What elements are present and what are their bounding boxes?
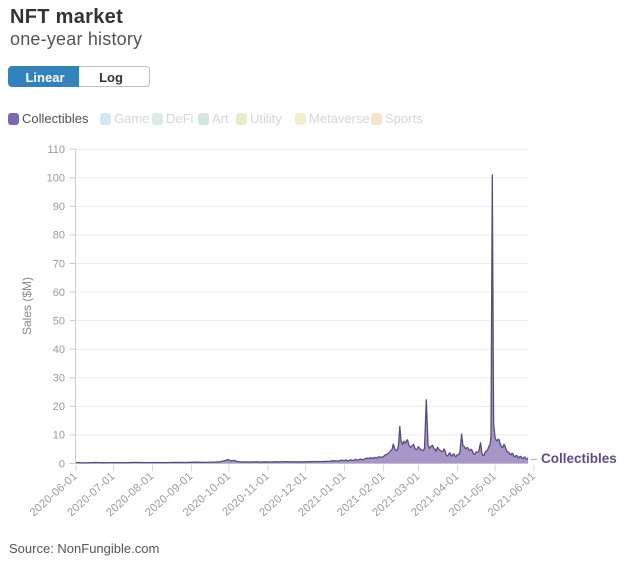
svg-text:Sales ($M): Sales ($M) <box>20 277 34 335</box>
svg-text:110: 110 <box>47 144 65 156</box>
svg-text:80: 80 <box>53 230 65 242</box>
svg-text:20: 20 <box>53 401 65 413</box>
svg-text:30: 30 <box>53 373 65 385</box>
svg-text:60: 60 <box>53 287 65 299</box>
svg-text:10: 10 <box>53 430 65 442</box>
svg-text:70: 70 <box>53 258 65 270</box>
svg-text:40: 40 <box>53 344 65 356</box>
svg-text:50: 50 <box>53 315 65 327</box>
svg-text:90: 90 <box>53 201 65 213</box>
svg-text:Collectibles: Collectibles <box>541 451 617 466</box>
svg-text:100: 100 <box>47 173 65 185</box>
svg-text:0: 0 <box>59 458 65 470</box>
